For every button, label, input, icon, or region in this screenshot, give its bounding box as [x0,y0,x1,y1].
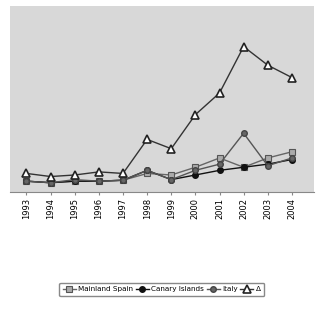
Δ [121,172,125,175]
Δ [242,45,245,49]
Δ [266,63,270,67]
Mainland Spain [290,150,294,154]
Mainland Spain [242,165,245,169]
Line: Italy: Italy [24,131,295,186]
Δ [218,91,221,95]
Mainland Spain [218,156,221,160]
Mainland Spain [169,173,173,177]
Canary Islands [169,178,173,181]
Δ [145,138,149,141]
Italy [290,156,294,160]
Line: Canary Islands: Canary Islands [24,157,295,186]
Canary Islands [218,168,221,172]
Canary Islands [121,178,125,182]
Italy [49,181,52,185]
Mainland Spain [49,181,52,185]
Italy [121,178,125,182]
Italy [169,178,173,181]
Mainland Spain [121,178,125,182]
Italy [194,168,197,172]
Δ [25,172,28,175]
Canary Islands [145,168,149,172]
Italy [266,164,270,168]
Mainland Spain [97,179,101,183]
Δ [194,113,197,116]
Line: Δ: Δ [22,43,296,181]
Canary Islands [242,165,245,169]
Canary Islands [73,179,77,183]
Canary Islands [49,181,52,185]
Canary Islands [266,162,270,166]
Line: Mainland Spain: Mainland Spain [24,149,295,186]
Mainland Spain [145,172,149,175]
Mainland Spain [194,165,197,169]
Δ [73,173,77,177]
Italy [97,179,101,183]
Italy [218,162,221,166]
Canary Islands [290,157,294,161]
Δ [290,76,294,79]
Canary Islands [97,179,101,183]
Δ [49,175,52,179]
Δ [169,147,173,151]
Italy [25,179,28,183]
Italy [73,178,77,181]
Italy [145,168,149,172]
Canary Islands [25,179,28,183]
Mainland Spain [25,179,28,183]
Legend: Mainland Spain, Canary Islands, Italy, Δ: Mainland Spain, Canary Islands, Italy, Δ [59,283,264,296]
Mainland Spain [73,179,77,183]
Italy [242,131,245,135]
Canary Islands [194,173,197,177]
Δ [97,170,101,174]
Mainland Spain [266,156,270,160]
